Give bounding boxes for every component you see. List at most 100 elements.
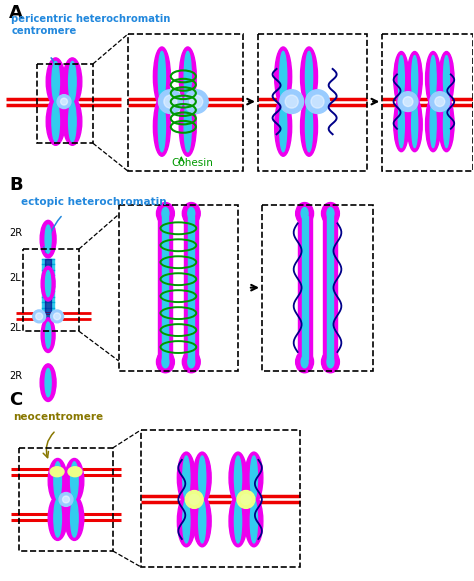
Ellipse shape [311,95,324,108]
Ellipse shape [245,496,263,547]
Ellipse shape [321,351,339,373]
Ellipse shape [48,458,67,503]
Ellipse shape [285,95,298,108]
Ellipse shape [435,96,445,106]
Ellipse shape [189,494,199,504]
Text: Cohesin: Cohesin [172,158,213,168]
Ellipse shape [46,322,51,348]
Ellipse shape [296,203,313,224]
Text: neocentromere: neocentromere [13,413,103,422]
Ellipse shape [179,47,196,106]
Ellipse shape [439,52,454,106]
Ellipse shape [190,95,203,108]
Bar [298,216,311,359]
Ellipse shape [59,493,73,507]
Ellipse shape [40,364,56,401]
Ellipse shape [33,310,46,323]
Ellipse shape [36,313,43,320]
Ellipse shape [301,356,308,368]
Ellipse shape [69,101,76,142]
Ellipse shape [235,499,242,543]
Ellipse shape [156,351,174,373]
Ellipse shape [41,266,55,301]
Ellipse shape [45,225,51,253]
Ellipse shape [154,97,170,156]
Ellipse shape [54,313,61,320]
Ellipse shape [398,92,418,112]
Text: pericentric heterochromatin
centromere: pericentric heterochromatin centromere [11,14,171,36]
Ellipse shape [274,47,292,106]
Ellipse shape [398,56,404,102]
Ellipse shape [158,52,165,102]
Ellipse shape [184,52,191,102]
Ellipse shape [237,490,255,508]
Ellipse shape [54,462,62,500]
Ellipse shape [199,456,206,500]
Ellipse shape [61,98,67,105]
Ellipse shape [274,97,292,156]
Text: C: C [9,392,23,410]
Ellipse shape [185,490,203,508]
Ellipse shape [71,462,78,500]
Ellipse shape [301,47,318,106]
Ellipse shape [164,95,177,108]
Ellipse shape [46,271,51,297]
Ellipse shape [439,97,454,152]
Bar [163,216,168,359]
Ellipse shape [40,220,56,258]
Ellipse shape [46,58,65,105]
Ellipse shape [69,62,76,102]
Ellipse shape [407,97,422,152]
Text: ectopic heterochromatin: ectopic heterochromatin [21,196,167,206]
Text: 2R: 2R [9,371,22,381]
Bar [184,216,198,359]
Bar [323,216,337,359]
Text: 2L: 2L [9,323,21,333]
Bar [45,259,51,318]
Ellipse shape [245,452,263,504]
Ellipse shape [188,207,195,220]
Ellipse shape [394,97,409,152]
Ellipse shape [183,499,190,543]
Ellipse shape [426,97,441,152]
Ellipse shape [411,101,418,148]
Ellipse shape [177,452,195,504]
Ellipse shape [54,499,62,537]
Ellipse shape [229,452,247,504]
Ellipse shape [63,58,82,105]
Ellipse shape [184,101,191,152]
Ellipse shape [296,351,313,373]
Bar [188,216,194,359]
Ellipse shape [71,499,78,537]
Ellipse shape [179,97,196,156]
Ellipse shape [50,467,64,476]
Ellipse shape [65,496,84,540]
Ellipse shape [398,101,404,148]
Ellipse shape [444,56,449,102]
Ellipse shape [250,499,257,543]
Text: 2L: 2L [9,272,21,283]
Ellipse shape [430,92,450,112]
Ellipse shape [68,467,82,476]
Ellipse shape [280,101,287,152]
Ellipse shape [182,203,200,224]
Ellipse shape [162,207,169,220]
Ellipse shape [46,98,65,145]
Ellipse shape [199,499,206,543]
Ellipse shape [403,96,413,106]
Ellipse shape [327,207,334,220]
Ellipse shape [411,56,418,102]
Ellipse shape [430,101,436,148]
Ellipse shape [65,458,84,503]
Ellipse shape [430,56,436,102]
Text: A: A [9,5,23,23]
Ellipse shape [229,496,247,547]
Ellipse shape [241,494,251,504]
Ellipse shape [63,496,70,503]
Ellipse shape [188,356,195,368]
Text: B: B [9,175,23,193]
Ellipse shape [156,203,174,224]
Ellipse shape [177,496,195,547]
Ellipse shape [63,98,82,145]
Ellipse shape [183,456,190,500]
